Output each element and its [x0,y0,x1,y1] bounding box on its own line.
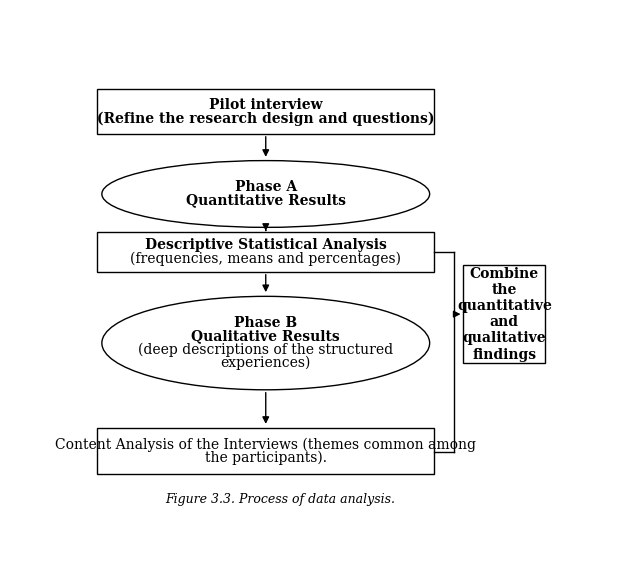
Text: experiences): experiences) [221,356,311,370]
Text: (frequencies, means and percentages): (frequencies, means and percentages) [130,251,401,266]
Text: Phase A: Phase A [234,180,297,194]
Text: Combine
the
quantitative
and
qualitative
findings: Combine the quantitative and qualitative… [457,266,552,362]
Text: Descriptive Statistical Analysis: Descriptive Statistical Analysis [145,238,387,252]
Text: (Refine the research design and questions): (Refine the research design and question… [97,111,435,125]
Text: Figure 3.3. Process of data analysis.: Figure 3.3. Process of data analysis. [165,492,395,506]
Text: Quantitative Results: Quantitative Results [186,194,346,208]
Ellipse shape [102,297,430,390]
FancyBboxPatch shape [463,265,545,363]
Ellipse shape [102,161,430,227]
Text: Content Analysis of the Interviews (themes common among: Content Analysis of the Interviews (them… [55,437,476,451]
FancyBboxPatch shape [97,232,434,272]
Text: (deep descriptions of the structured: (deep descriptions of the structured [138,343,393,357]
Text: Qualitative Results: Qualitative Results [192,329,340,343]
FancyBboxPatch shape [97,428,434,475]
FancyBboxPatch shape [97,90,434,134]
Text: Pilot interview: Pilot interview [209,98,323,112]
Text: the participants).: the participants). [205,450,327,465]
Text: Phase B: Phase B [234,316,297,330]
